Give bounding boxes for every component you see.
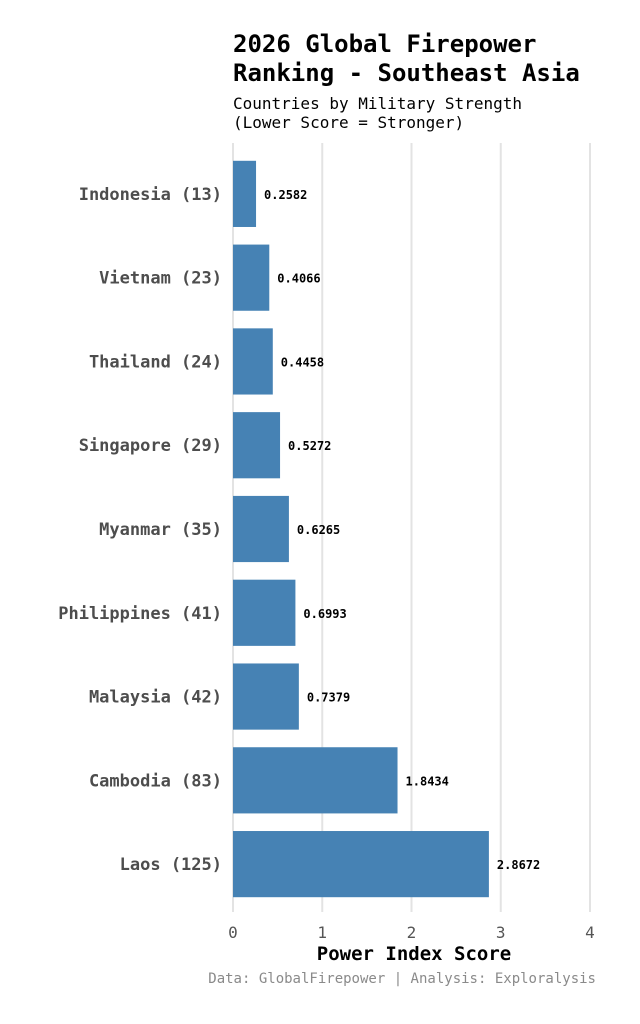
x-tick-label: 4 [585, 923, 595, 942]
value-label: 0.2582 [264, 188, 307, 202]
x-tick-label: 2 [407, 923, 417, 942]
value-label: 2.8672 [497, 858, 540, 872]
bar [233, 160, 257, 227]
category-label: Cambodia (83) [89, 771, 222, 791]
bar [233, 412, 281, 479]
chart-title-line-1: 2026 Global Firepower [233, 30, 537, 58]
x-axis-title: Power Index Score [317, 943, 511, 965]
x-tick-label: 1 [317, 923, 327, 942]
category-labels: Indonesia (13) Vietnam (23) Thailand (24) S… [58, 185, 222, 875]
chart-subtitle-line-1: Countries by Military Strength [233, 94, 522, 113]
bar [233, 747, 398, 814]
value-label: 0.5272 [288, 439, 331, 453]
value-label: 0.6993 [303, 607, 346, 621]
value-label: 1.8434 [406, 774, 449, 788]
category-label: Indonesia (13) [79, 185, 222, 205]
category-label: Philippines (41) [58, 604, 222, 624]
bar [233, 244, 270, 311]
category-label: Singapore (29) [79, 436, 222, 456]
x-axis-ticks: 0 1 2 3 4 [228, 923, 595, 942]
value-label: 0.4066 [277, 272, 320, 286]
category-label: Myanmar (35) [99, 520, 222, 540]
bars [233, 160, 489, 898]
chart-subtitle: Countries by Military Strength (Lower Sc… [233, 94, 633, 132]
bar [233, 831, 489, 898]
category-label: Thailand (24) [89, 352, 222, 372]
chart-subtitle-line-2: (Lower Score = Stronger) [233, 113, 465, 132]
bar [233, 495, 289, 563]
caption: Data: GlobalFirepower | Analysis: Explor… [208, 971, 596, 987]
category-label: Laos (125) [120, 855, 222, 875]
bar [233, 328, 273, 395]
category-label: Vietnam (23) [99, 269, 222, 289]
x-tick-label: 3 [496, 923, 506, 942]
value-labels: 0.2582 0.4066 0.4458 0.5272 0.6265 0.6993 0.73… [264, 188, 540, 872]
value-label: 0.4458 [281, 355, 324, 369]
bar [233, 579, 296, 646]
category-label: Malaysia (42) [89, 688, 222, 708]
value-label: 0.6265 [297, 523, 340, 537]
value-label: 0.7379 [307, 691, 350, 705]
bar [233, 663, 299, 730]
chart-title: 2026 Global Firepower Ranking - Southeas… [233, 30, 633, 88]
x-tick-label: 0 [228, 923, 238, 942]
chart-title-line-2: Ranking - Southeast Asia [233, 59, 580, 87]
